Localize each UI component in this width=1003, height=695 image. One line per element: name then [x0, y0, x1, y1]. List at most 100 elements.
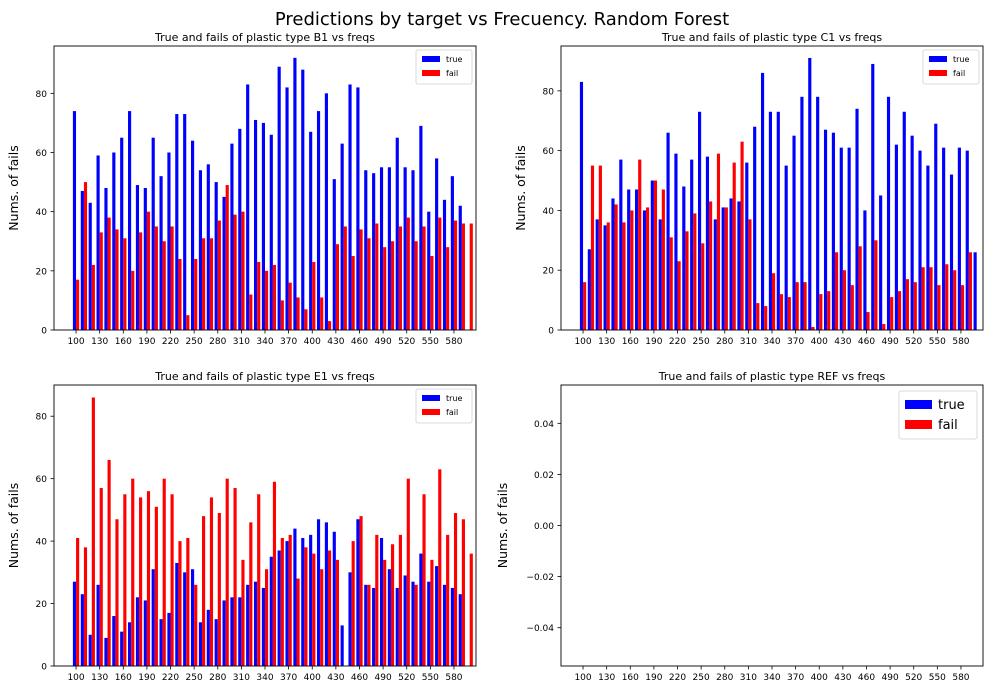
- bar-true: [372, 173, 376, 330]
- bar-fail: [669, 237, 673, 330]
- bar-true: [277, 66, 281, 330]
- bar-true: [387, 167, 391, 330]
- legend-swatch-true: [422, 395, 440, 401]
- bar-fail: [438, 217, 442, 330]
- legend-swatch-fail: [905, 420, 932, 429]
- bar-fail: [327, 321, 332, 330]
- x-tick-label: 130: [91, 337, 108, 347]
- bar-true: [411, 170, 415, 330]
- bar-fail: [312, 553, 316, 666]
- bar-fail: [646, 207, 650, 330]
- bar-true: [96, 155, 100, 330]
- bar-true: [309, 534, 313, 666]
- bar-fail: [890, 297, 894, 330]
- bar-true: [277, 550, 281, 666]
- x-tick-label: 160: [115, 673, 132, 683]
- bar-true: [619, 159, 623, 330]
- bar-fail: [367, 238, 371, 330]
- bar-true: [450, 176, 454, 330]
- bar-fail: [194, 584, 198, 666]
- y-tick-label: −0.02: [526, 573, 554, 583]
- bar-fail: [83, 182, 88, 330]
- x-tick-label: 370: [787, 337, 804, 347]
- x-tick-label: 460: [351, 337, 368, 347]
- bar-fail: [453, 220, 458, 330]
- bar-true: [666, 132, 670, 330]
- bar-true: [167, 152, 171, 330]
- bar-fail: [446, 247, 450, 330]
- bar-true: [816, 96, 820, 331]
- bar-fail: [139, 232, 143, 330]
- bar-true: [214, 182, 218, 330]
- bar-fail: [787, 297, 791, 330]
- bar-fail: [461, 519, 465, 666]
- bar-fail: [83, 547, 88, 666]
- bar-fail: [170, 494, 174, 666]
- x-tick-label: 100: [67, 337, 84, 347]
- x-tick-label: 550: [929, 337, 946, 347]
- x-tick-label: 400: [304, 337, 321, 347]
- bar-true: [230, 143, 234, 330]
- bar-fail: [257, 494, 261, 666]
- bar-true: [721, 207, 725, 330]
- x-tick-label: 370: [787, 673, 804, 683]
- bar-true: [442, 199, 447, 330]
- bar-true: [587, 249, 591, 330]
- bar-fail: [897, 291, 902, 330]
- bar-fail: [921, 267, 925, 330]
- x-tick-label: 250: [693, 673, 710, 683]
- x-tick-label: 580: [952, 337, 969, 347]
- legend-swatch-fail: [422, 409, 440, 415]
- x-tick-label: 100: [574, 673, 591, 683]
- bar-true: [309, 131, 313, 330]
- bar-true: [729, 198, 733, 330]
- x-tick-label: 100: [574, 337, 591, 347]
- bar-true: [206, 609, 210, 666]
- x-tick-label: 160: [622, 673, 639, 683]
- bar-true: [135, 185, 140, 330]
- x-tick-label: 100: [67, 673, 84, 683]
- bar-fail: [115, 519, 119, 666]
- bar-fail: [383, 247, 387, 330]
- x-tick-label: 430: [834, 337, 851, 347]
- bar-fail: [76, 537, 80, 666]
- legend-label-fail: fail: [446, 69, 458, 78]
- bar-true: [403, 575, 407, 666]
- subplot-3: True and fails of plastic type E1 vs fre…: [6, 370, 477, 683]
- bar-fail: [453, 513, 458, 666]
- bar-true: [190, 140, 195, 330]
- bar-true: [427, 211, 431, 330]
- bar-fail: [590, 165, 595, 330]
- bar-fail: [288, 534, 292, 666]
- bar-fail: [701, 243, 705, 330]
- bar-true: [80, 594, 84, 666]
- bar-fail: [367, 584, 371, 666]
- bar-true: [340, 625, 344, 666]
- x-tick-label: 190: [645, 337, 662, 347]
- bar-true: [88, 634, 92, 666]
- x-tick-label: 220: [162, 673, 179, 683]
- bar-true: [753, 126, 757, 330]
- x-tick-label: 340: [256, 337, 273, 347]
- bar-fail: [945, 264, 949, 330]
- figure-title: Predictions by target vs Frecuency. Rand…: [275, 9, 729, 30]
- bar-fail: [375, 223, 379, 330]
- bar-true: [340, 143, 344, 330]
- x-tick-label: 280: [716, 673, 733, 683]
- bar-true: [611, 198, 615, 330]
- bar-true: [159, 619, 163, 666]
- bar-fail: [913, 282, 917, 330]
- bar-fail: [154, 226, 158, 330]
- y-axis-label: Nums. of fails: [6, 483, 21, 568]
- bar-true: [682, 186, 686, 330]
- bar-fail: [359, 229, 363, 330]
- bar-fail: [257, 261, 261, 330]
- legend: true fail: [898, 390, 978, 440]
- bar-true: [348, 572, 352, 666]
- legend-label-fail: fail: [953, 69, 965, 78]
- x-tick-label: 220: [669, 337, 686, 347]
- bar-fail: [280, 537, 284, 666]
- bar-fail: [438, 469, 442, 666]
- y-tick-label: 20: [36, 600, 48, 610]
